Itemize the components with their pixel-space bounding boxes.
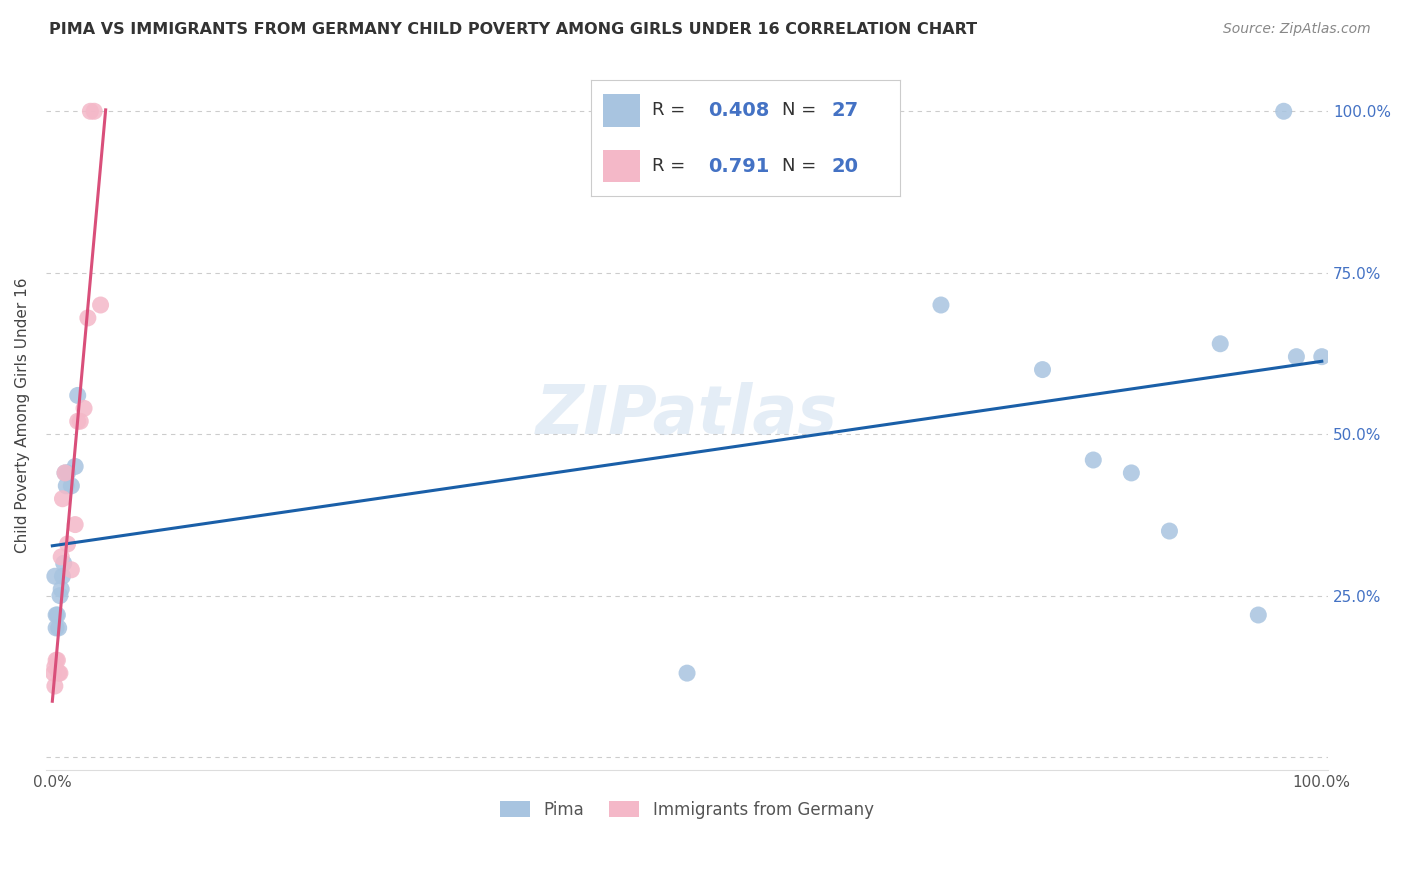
- Point: [929, 298, 952, 312]
- Text: PIMA VS IMMIGRANTS FROM GERMANY CHILD POVERTY AMONG GIRLS UNDER 16 CORRELATION C: PIMA VS IMMIGRANTS FROM GERMANY CHILD PO…: [49, 22, 977, 37]
- Point: [56, 537, 79, 551]
- Point: [66, 414, 89, 428]
- Point: [69, 414, 91, 428]
- Point: [45, 621, 67, 635]
- Point: [73, 401, 96, 416]
- Point: [828, 104, 851, 119]
- Point: [45, 607, 67, 622]
- Point: [55, 479, 77, 493]
- Point: [51, 549, 73, 564]
- Point: [53, 466, 76, 480]
- Legend: Pima, Immigrants from Germany: Pima, Immigrants from Germany: [494, 794, 880, 826]
- Text: R =: R =: [652, 102, 686, 120]
- Point: [46, 653, 69, 667]
- Text: 27: 27: [832, 101, 859, 120]
- Point: [52, 557, 75, 571]
- Point: [60, 563, 83, 577]
- Point: [76, 310, 98, 325]
- Point: [1272, 104, 1295, 119]
- Text: 0.408: 0.408: [709, 101, 769, 120]
- Text: ZIPatlas: ZIPatlas: [536, 382, 838, 448]
- Point: [44, 679, 66, 693]
- Text: N =: N =: [782, 102, 817, 120]
- Point: [1310, 350, 1333, 364]
- Text: Source: ZipAtlas.com: Source: ZipAtlas.com: [1223, 22, 1371, 37]
- Point: [676, 666, 699, 681]
- Text: 0.791: 0.791: [709, 157, 769, 176]
- Text: N =: N =: [782, 157, 817, 175]
- Text: R =: R =: [652, 157, 686, 175]
- Text: 20: 20: [832, 157, 859, 176]
- Point: [1083, 453, 1105, 467]
- Point: [1121, 466, 1143, 480]
- Point: [79, 104, 101, 119]
- Point: [63, 459, 86, 474]
- Point: [46, 607, 69, 622]
- Bar: [603, 150, 640, 182]
- Point: [1285, 350, 1308, 364]
- Point: [49, 589, 72, 603]
- Y-axis label: Child Poverty Among Girls Under 16: Child Poverty Among Girls Under 16: [15, 277, 30, 552]
- Point: [48, 666, 70, 681]
- Point: [48, 621, 70, 635]
- Point: [60, 479, 83, 493]
- Point: [1247, 607, 1270, 622]
- Point: [1031, 362, 1053, 376]
- Point: [83, 104, 105, 119]
- Point: [1159, 524, 1181, 538]
- Point: [90, 298, 112, 312]
- Bar: [603, 95, 640, 127]
- Point: [51, 569, 73, 583]
- Point: [51, 582, 73, 597]
- Point: [42, 666, 65, 681]
- Point: [1209, 336, 1232, 351]
- Point: [49, 666, 72, 681]
- Point: [51, 491, 73, 506]
- Point: [44, 659, 66, 673]
- Point: [44, 569, 66, 583]
- Point: [63, 517, 86, 532]
- Point: [56, 466, 79, 480]
- Point: [53, 466, 76, 480]
- Point: [66, 388, 89, 402]
- Point: [45, 653, 67, 667]
